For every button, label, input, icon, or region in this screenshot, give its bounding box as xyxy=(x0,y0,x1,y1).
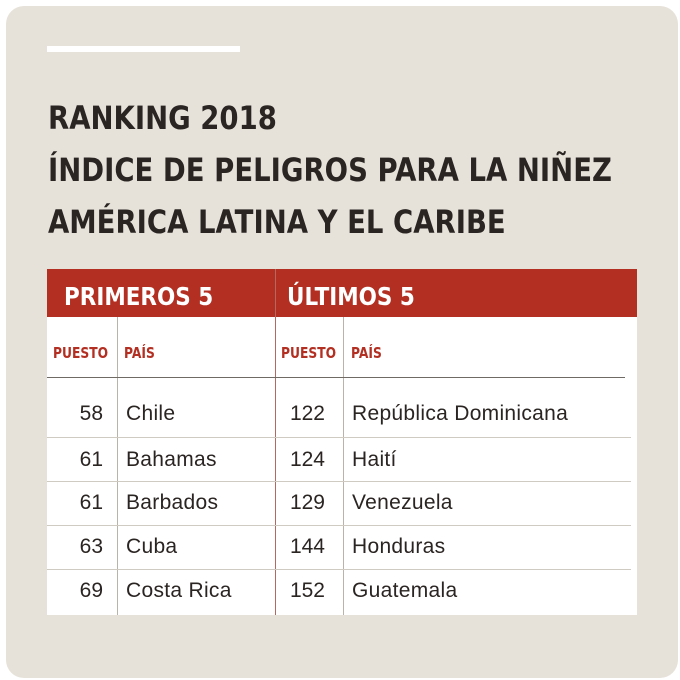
right-rank-2: 124 xyxy=(289,448,325,471)
right-country-1: República Dominicana xyxy=(352,402,569,425)
title-line-2: ÍNDICE DE PELIGROS PARA LA NIÑEZ xyxy=(48,151,612,189)
left-country-2: Bahamas xyxy=(126,448,217,471)
title-line-1: RANKING 2018 xyxy=(48,99,277,137)
left-country-5: Costa Rica xyxy=(126,579,232,602)
left-rank-2: 61 xyxy=(79,448,103,471)
left-rank-header: PUESTO xyxy=(53,344,109,362)
left-inner-divider xyxy=(117,317,118,615)
left-country-3: Barbados xyxy=(126,491,219,514)
left-rank-3: 61 xyxy=(79,491,103,514)
left-country-1: Chile xyxy=(126,402,176,425)
left-country-4: Cuba xyxy=(126,535,178,558)
ranking-table: PRIMEROS 5 ÚLTIMOS 5 PUESTO PAÍS PUESTO … xyxy=(47,269,637,615)
row-divider xyxy=(47,569,631,570)
right-country-header: PAÍS xyxy=(351,344,382,362)
table-header-band: PRIMEROS 5 ÚLTIMOS 5 xyxy=(47,269,637,317)
column-divider xyxy=(275,269,276,615)
right-rank-header: PUESTO xyxy=(281,344,337,362)
heading-last-5: ÚLTIMOS 5 xyxy=(287,282,415,311)
right-country-3: Venezuela xyxy=(352,491,453,514)
left-rank-1: 58 xyxy=(79,402,103,425)
right-country-4: Honduras xyxy=(352,535,446,558)
right-rank-5: 152 xyxy=(289,579,325,602)
right-inner-divider xyxy=(343,317,344,615)
right-country-2: Haití xyxy=(352,448,397,471)
left-rank-4: 63 xyxy=(79,535,103,558)
row-divider xyxy=(47,525,631,526)
page-title: RANKING 2018 ÍNDICE DE PELIGROS PARA LA … xyxy=(48,92,612,248)
row-divider xyxy=(47,481,631,482)
decorative-bar xyxy=(47,46,240,52)
left-rank-5: 69 xyxy=(79,579,103,602)
left-country-header: PAÍS xyxy=(124,344,155,362)
right-rank-3: 129 xyxy=(289,491,325,514)
right-rank-4: 144 xyxy=(289,535,325,558)
title-line-3: AMÉRICA LATINA Y EL CARIBE xyxy=(48,203,506,241)
header-underline xyxy=(47,377,625,378)
row-divider xyxy=(47,437,631,438)
right-rank-1: 122 xyxy=(289,402,325,425)
heading-first-5: PRIMEROS 5 xyxy=(64,282,214,311)
right-country-5: Guatemala xyxy=(352,579,458,602)
